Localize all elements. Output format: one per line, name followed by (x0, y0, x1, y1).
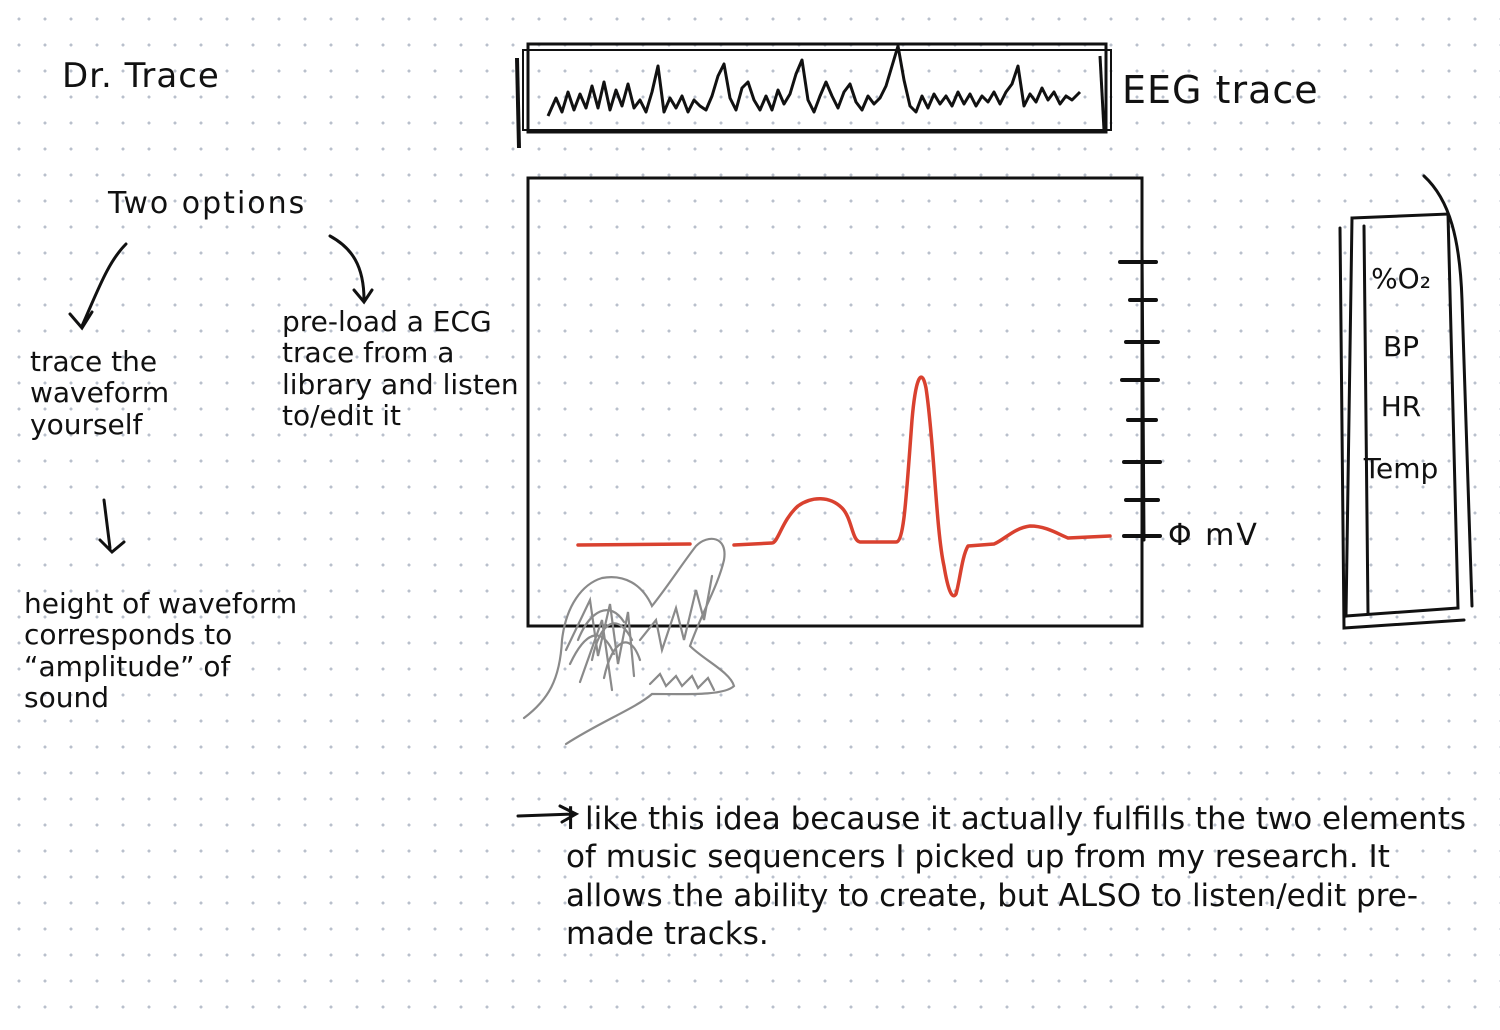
vital-bp: BP (1382, 330, 1420, 363)
ecg-waveform (576, 375, 1112, 598)
vital-temp: Temp (1363, 452, 1439, 485)
reflection-note: I like this idea because it actually ful… (566, 801, 1466, 953)
eeg-waveform (546, 44, 1082, 117)
option-trace-yourself: trace the waveform yourself (30, 345, 170, 441)
option-preload-library: pre-load a ECG trace from a library and … (282, 305, 519, 433)
arrow-to-height-note (98, 498, 126, 555)
options-heading: Two options (108, 186, 307, 221)
eeg-strip (515, 42, 1112, 149)
height-amplitude-note: height of waveform corresponds to “ampli… (24, 587, 298, 715)
vital-oxygen: %O₂ (1371, 262, 1431, 295)
y-axis-ticks (1118, 246, 1162, 542)
eeg-trace-label: EEG trace (1122, 68, 1319, 112)
arrow-to-trace-option (68, 242, 128, 331)
vitals-panel (1338, 174, 1474, 630)
vital-hr: HR (1380, 390, 1422, 423)
ecg-chart-frame (526, 176, 1144, 628)
arrow-to-preload-option (328, 234, 374, 305)
hand-sketch (522, 537, 736, 746)
zero-millivolt-label: Φ mV (1168, 518, 1259, 553)
app-title: Dr. Trace (62, 56, 220, 96)
